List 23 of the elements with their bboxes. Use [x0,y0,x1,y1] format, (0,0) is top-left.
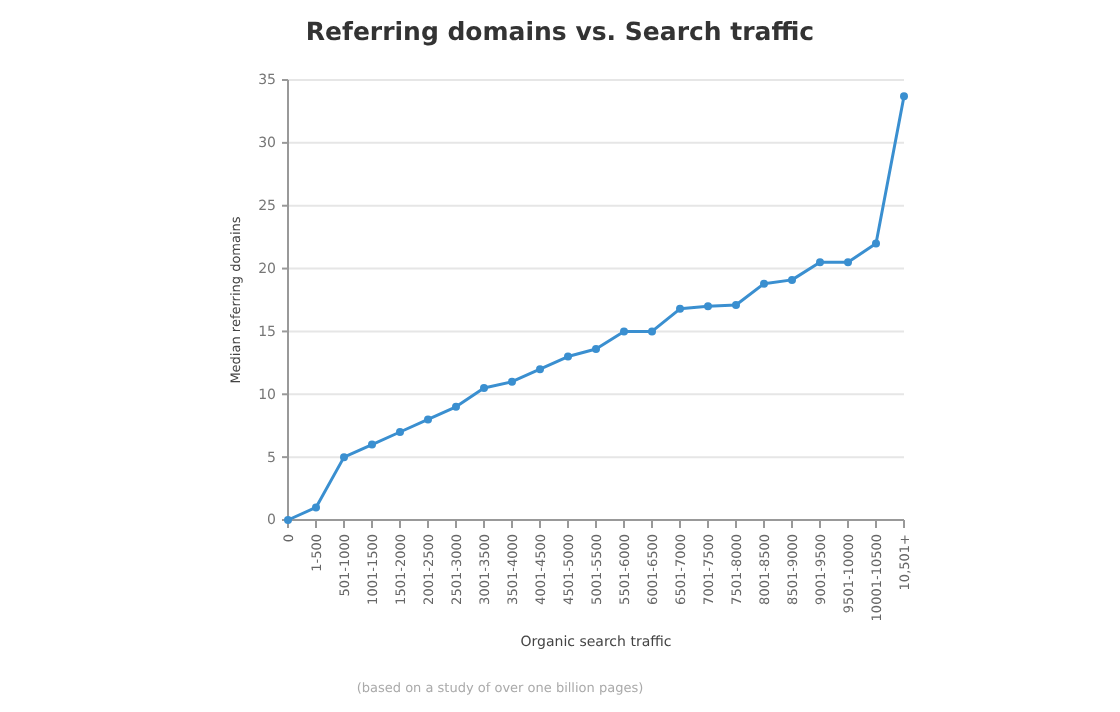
point [396,428,404,436]
point [816,258,824,267]
chart-title: Referring domains vs. Search traffic [305,16,815,46]
point [760,279,768,288]
point [648,327,656,336]
point [844,258,852,267]
point [592,345,600,354]
point [312,503,320,512]
point [676,304,684,313]
point [620,327,628,336]
point [480,384,488,392]
point [704,302,712,311]
point [732,301,740,310]
point [788,275,796,284]
point [508,377,516,386]
point [564,352,572,361]
point [424,415,432,424]
point [368,440,376,449]
point [536,365,544,374]
point [872,239,880,248]
point [340,453,348,462]
point [452,402,460,411]
point [900,92,908,101]
